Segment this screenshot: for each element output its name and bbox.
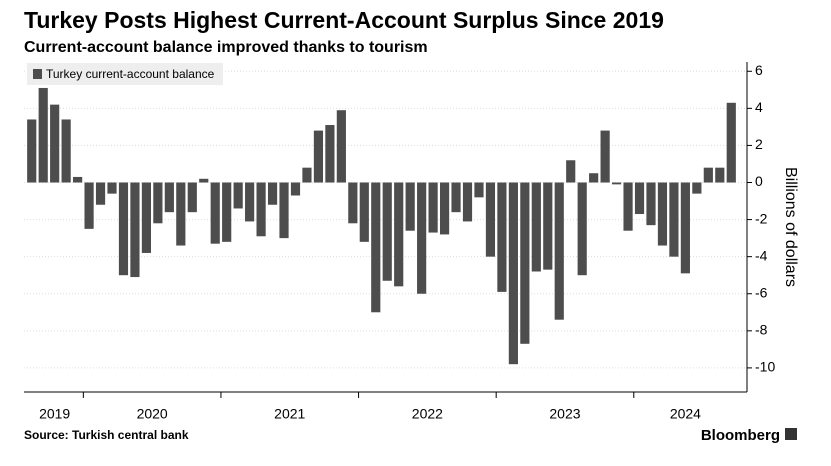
y-tick-label: -6 bbox=[755, 284, 768, 300]
bar bbox=[359, 182, 369, 242]
y-tick-label: -8 bbox=[755, 322, 768, 338]
x-tick-label: 2023 bbox=[549, 406, 580, 422]
bar bbox=[371, 182, 381, 313]
y-tick-label: -4 bbox=[755, 247, 768, 263]
bar bbox=[38, 87, 48, 183]
bar bbox=[577, 182, 587, 276]
bar bbox=[680, 182, 690, 274]
bar bbox=[313, 130, 324, 183]
bar bbox=[405, 182, 415, 231]
bar bbox=[623, 182, 633, 231]
bar bbox=[348, 182, 358, 224]
bar bbox=[73, 176, 83, 183]
bar bbox=[485, 182, 496, 257]
y-tick-label: -10 bbox=[755, 359, 775, 375]
bar bbox=[153, 182, 163, 224]
bar bbox=[336, 110, 346, 183]
bar bbox=[187, 182, 197, 213]
bar bbox=[600, 130, 610, 183]
bar bbox=[279, 182, 289, 239]
bar bbox=[520, 182, 530, 344]
bar bbox=[692, 182, 702, 194]
bar bbox=[439, 182, 450, 235]
y-tick-label: 0 bbox=[755, 173, 763, 189]
x-tick-label: 2024 bbox=[670, 406, 701, 422]
y-tick-label: -2 bbox=[755, 210, 768, 226]
bar bbox=[107, 182, 117, 194]
bar bbox=[61, 119, 71, 183]
bar bbox=[462, 182, 473, 222]
x-tick-label: 2021 bbox=[274, 406, 305, 422]
brand: Bloomberg bbox=[701, 427, 780, 444]
bar bbox=[497, 182, 507, 292]
source: Source: Turkish central bank bbox=[24, 428, 189, 442]
bar bbox=[394, 182, 404, 287]
bar bbox=[543, 182, 553, 270]
legend-label: Turkey current-account balance bbox=[46, 67, 215, 81]
legend-box bbox=[27, 63, 223, 85]
x-tick-label: 2020 bbox=[137, 406, 168, 422]
bar bbox=[233, 182, 243, 209]
bar bbox=[141, 182, 151, 253]
bar bbox=[589, 173, 599, 183]
y-axis-label: Billions of dollars bbox=[782, 167, 799, 287]
bar bbox=[325, 125, 335, 183]
bar bbox=[554, 182, 564, 320]
chart-subtitle: Current-account balance improved thanks … bbox=[24, 39, 428, 56]
y-tick-label: 6 bbox=[755, 62, 763, 78]
bar bbox=[715, 167, 725, 183]
bar bbox=[256, 182, 266, 237]
bar bbox=[27, 119, 37, 183]
bar bbox=[634, 182, 645, 215]
bar bbox=[417, 182, 427, 294]
bar bbox=[382, 182, 392, 281]
bar bbox=[290, 182, 301, 196]
x-tick-label: 2022 bbox=[412, 406, 443, 422]
y-tick-label: 2 bbox=[755, 136, 763, 152]
bar bbox=[210, 182, 220, 244]
bar bbox=[726, 102, 736, 183]
brand-icon bbox=[785, 428, 797, 440]
bar bbox=[669, 182, 679, 257]
bar bbox=[130, 182, 140, 278]
bar bbox=[612, 182, 622, 185]
bar bbox=[428, 182, 438, 233]
bar bbox=[222, 182, 232, 242]
x-tick-label: 2019 bbox=[39, 406, 70, 422]
bar bbox=[657, 182, 668, 246]
bar bbox=[245, 182, 255, 222]
chart-title: Turkey Posts Highest Current-Account Sur… bbox=[24, 7, 664, 33]
bar bbox=[118, 182, 129, 276]
bar bbox=[95, 182, 106, 205]
y-tick-label: 4 bbox=[755, 99, 763, 115]
bar bbox=[176, 182, 186, 246]
bar bbox=[566, 160, 576, 183]
bar bbox=[703, 167, 713, 183]
bar bbox=[199, 178, 209, 183]
bar bbox=[302, 167, 312, 183]
bar bbox=[50, 104, 60, 183]
bar bbox=[84, 182, 94, 229]
bar bbox=[267, 182, 278, 205]
bar bbox=[508, 182, 518, 365]
bar bbox=[164, 182, 174, 213]
bar bbox=[531, 182, 541, 272]
bar bbox=[451, 182, 461, 213]
legend-swatch bbox=[33, 69, 42, 79]
bar bbox=[646, 182, 656, 226]
bar bbox=[474, 182, 484, 198]
